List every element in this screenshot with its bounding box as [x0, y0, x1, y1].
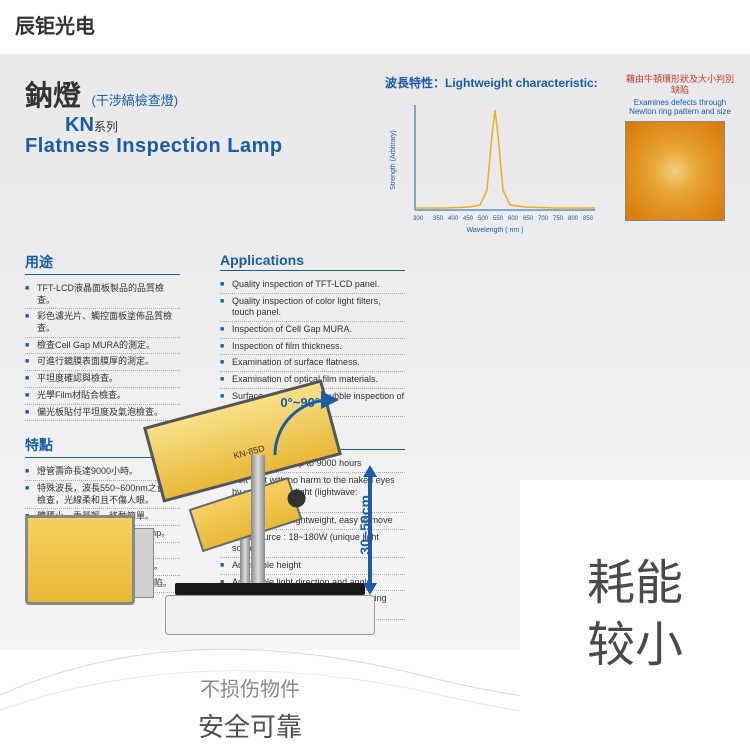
newton-ring-image: [625, 121, 725, 221]
list-item: 可進行鏡膜表面膜厚的測定。: [25, 354, 180, 371]
angle-label: 0°~90°: [280, 395, 320, 410]
newton-ring-block: 藉由牛頓環形狀及大小判別缺陷 Examines defects through …: [625, 74, 735, 221]
badge-line-1: 耗能: [587, 553, 683, 615]
equipment-kn85d: KN-85D 0°~90° 30~50cm: [25, 395, 375, 635]
usage-en-title: Applications: [220, 252, 405, 271]
svg-text:600: 600: [508, 216, 519, 222]
list-item: 彩色濾光片、觸控面板塗佈品質檢查。: [25, 309, 180, 337]
svg-text:300: 300: [413, 216, 424, 222]
cn-title: 鈉燈: [25, 74, 81, 114]
overlay-text-2: 安全可靠: [0, 707, 500, 744]
svg-text:500: 500: [478, 216, 489, 222]
list-item: 檢查Cell Gap MURA的測定。: [25, 338, 180, 355]
wavelength-chart: 300350400 450500550 600650700 750800850 …: [385, 95, 605, 235]
list-item: Inspection of Cell Gap MURA.: [220, 322, 405, 339]
brand-bar: 辰钜光电: [0, 0, 750, 54]
side-badge: 耗能 较小: [520, 480, 750, 750]
svg-text:400: 400: [448, 216, 459, 222]
list-item: 平坦度確認與檢查。: [25, 371, 180, 388]
big-pole-icon: [251, 455, 265, 585]
overlay-text-1: 不损伤物件: [0, 673, 500, 702]
header-row: 鈉燈 (干涉縞檢查燈) KN系列 Flatness Inspection Lam…: [25, 74, 725, 240]
chart-xlabel: Wavelength ( nm ): [467, 227, 524, 234]
list-item: Examination of surface flatness.: [220, 355, 405, 372]
newton-caption-en: Examines defects through Newton ring pat…: [625, 98, 735, 117]
wavelength-chart-block: 波長特性：Lightweight characteristic: 300 350 4…: [385, 74, 605, 240]
list-item: Quality inspection of TFT-LCD panel.: [220, 277, 405, 294]
en-title: Flatness Inspection Lamp: [25, 135, 365, 158]
svg-text:650: 650: [523, 216, 534, 222]
newton-caption-cn: 藉由牛頓環形狀及大小判別缺陷: [625, 74, 735, 96]
title-line-1: 鈉燈 (干涉縞檢查燈): [25, 74, 365, 114]
series-code: KN: [65, 114, 94, 136]
chart-ylabel: Strength (Arbitrary): [390, 130, 397, 190]
svg-text:550: 550: [493, 216, 504, 222]
title-line-2: KN系列: [25, 114, 365, 137]
svg-text:800: 800: [568, 216, 579, 222]
usage-cn-title: 用途: [25, 252, 180, 275]
svg-text:350: 350: [433, 216, 444, 222]
badge-line-2: 较小: [587, 615, 683, 677]
svg-text:750: 750: [553, 216, 564, 222]
big-base-top-icon: [175, 583, 365, 595]
svg-text:450: 450: [463, 216, 474, 222]
chart-title: 波長特性：Lightweight characteristic:: [385, 74, 605, 91]
series-suffix: 系列: [94, 120, 118, 134]
list-item: TFT-LCD液晶面板製品的品質檢查。: [25, 281, 180, 309]
list-item: Inspection of film thickness.: [220, 339, 405, 356]
brand-name: 辰钜光电: [15, 10, 735, 39]
list-item: Quality inspection of color light filter…: [220, 294, 405, 322]
height-label: 30~50cm: [357, 495, 373, 555]
title-block: 鈉燈 (干涉縞檢查燈) KN系列 Flatness Inspection Lam…: [25, 74, 365, 158]
svg-text:700: 700: [538, 216, 549, 222]
svg-text:850: 850: [583, 216, 594, 222]
cn-subtitle: (干涉縞檢查燈): [91, 93, 178, 108]
